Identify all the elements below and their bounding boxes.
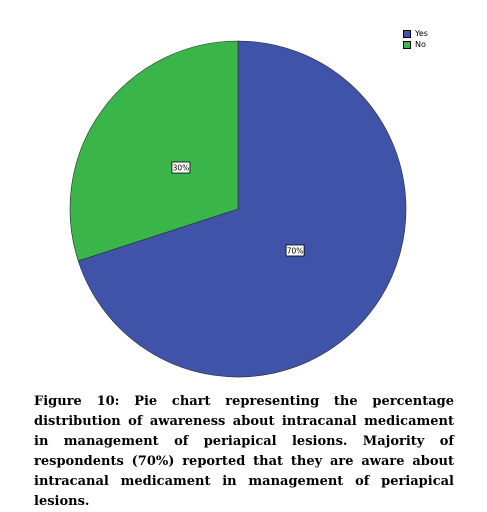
legend: Yes No xyxy=(403,29,428,51)
pie-chart: 70% 30% xyxy=(69,40,407,378)
pie-slice-no xyxy=(69,40,239,262)
data-label-yes: 70% xyxy=(287,246,304,255)
pie-slice-yes xyxy=(77,40,407,378)
legend-label-no: No xyxy=(415,40,426,49)
data-label-box-yes xyxy=(285,244,305,257)
legend-label-yes: Yes xyxy=(415,29,428,38)
legend-item-yes: Yes xyxy=(403,29,428,39)
data-label-box-no xyxy=(171,161,191,174)
figure-caption: Figure 10: Pie chart representing the pe… xyxy=(34,394,454,509)
data-label-no: 30% xyxy=(173,164,190,173)
legend-swatch-yes xyxy=(403,30,411,38)
figure: 70% 30% Yes No Figure 10: Pie chart repre… xyxy=(34,29,454,509)
legend-swatch-no xyxy=(403,41,411,49)
legend-item-no: No xyxy=(403,40,428,50)
